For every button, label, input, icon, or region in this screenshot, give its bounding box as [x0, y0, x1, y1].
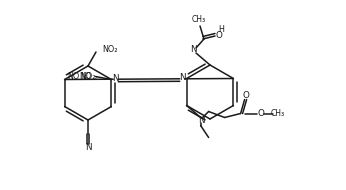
Text: O: O [242, 91, 249, 100]
Text: NO₂: NO₂ [80, 72, 95, 81]
Text: O: O [257, 109, 264, 118]
Text: CH₃: CH₃ [192, 16, 206, 25]
Text: O: O [216, 31, 222, 40]
Text: N: N [198, 116, 205, 125]
Text: H: H [218, 25, 224, 33]
Text: NO: NO [79, 72, 91, 81]
Text: N: N [85, 142, 91, 151]
Text: NO: NO [67, 72, 79, 81]
Text: CH₃: CH₃ [271, 109, 285, 118]
Text: N: N [180, 73, 186, 82]
Text: N: N [190, 44, 196, 54]
Text: NO₂: NO₂ [102, 44, 118, 54]
Text: N: N [112, 74, 118, 83]
Text: 2: 2 [93, 75, 97, 81]
